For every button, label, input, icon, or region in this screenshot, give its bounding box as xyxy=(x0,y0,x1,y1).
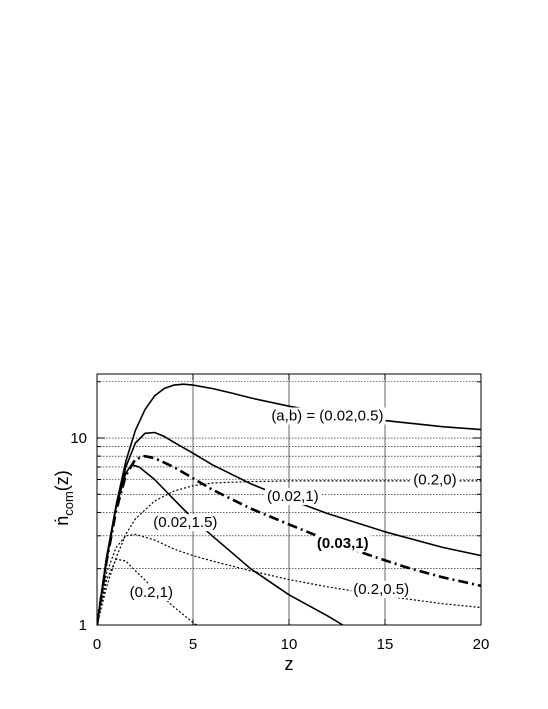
y-axis-label-sub: com xyxy=(61,491,76,516)
series-curve-6 xyxy=(97,533,481,625)
series-label-bg-7 xyxy=(127,584,175,602)
series-label-bg-6 xyxy=(351,580,412,598)
series-label-5: (0.2,0) xyxy=(413,472,456,489)
x-axis-label: z xyxy=(285,654,294,674)
series-label-6: (0.2,0.5) xyxy=(353,581,409,598)
series-label-2: (0.02,1) xyxy=(267,488,319,505)
series-curve-4 xyxy=(97,454,481,625)
series-label-bg-1 xyxy=(269,407,386,425)
y-axis-label-tail: (z) xyxy=(52,470,72,491)
series-label-1: (a,b) = (0.02,0.5) xyxy=(271,407,383,424)
curves xyxy=(97,383,481,625)
curve-labels: (a,b) = (0.02,0.5) (0.02,1) (0.02,1.5) (0.0… xyxy=(127,407,459,602)
series-label-3: (0.02,1.5) xyxy=(153,514,217,531)
series-label-bg-4 xyxy=(314,534,371,552)
x-tick-label: 5 xyxy=(189,636,197,653)
x-tick-label: 0 xyxy=(93,636,101,653)
series-label-4: (0.03,1) xyxy=(317,535,369,552)
series-label-7: (0.2,1) xyxy=(130,584,173,601)
series-curve-5 xyxy=(97,480,481,625)
y-axis-label: ṅcom(z) xyxy=(52,470,76,526)
svg-text:ṅcom(z): ṅcom(z) xyxy=(52,470,76,526)
y-tick-label: 10 xyxy=(70,430,87,447)
series-label-bg-5 xyxy=(411,471,459,489)
y-tick-label: 1 xyxy=(79,617,87,634)
x-tick-label: 10 xyxy=(281,636,298,653)
series-curve-2 xyxy=(97,431,481,625)
series-label-bg-3 xyxy=(151,514,220,532)
ticks: 0 5 10 15 20 1 10 xyxy=(70,374,489,653)
series-curve-7 xyxy=(97,558,198,625)
x-tick-label: 15 xyxy=(377,636,394,653)
series-label-bg-2 xyxy=(264,487,321,505)
y-axis-label-main: ṅ xyxy=(52,516,72,526)
x-tick-label: 20 xyxy=(473,636,490,653)
